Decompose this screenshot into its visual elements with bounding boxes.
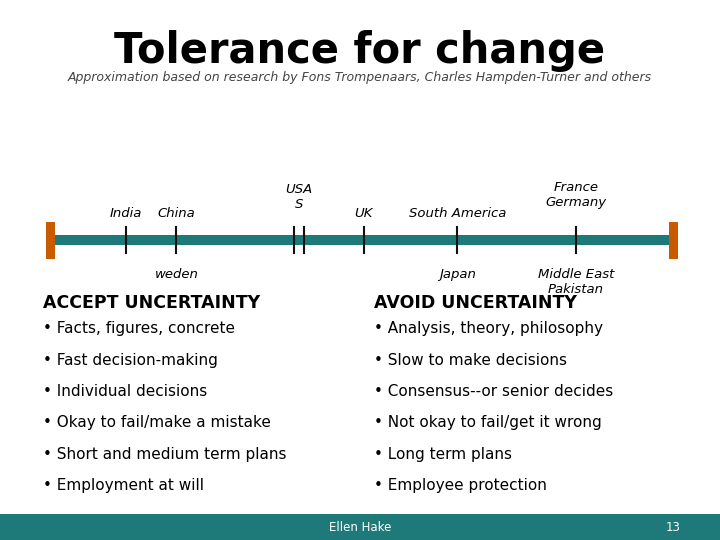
Text: • Short and medium term plans: • Short and medium term plans xyxy=(43,447,287,462)
Text: • Facts, figures, concrete: • Facts, figures, concrete xyxy=(43,321,235,336)
Text: weden: weden xyxy=(155,268,198,281)
Text: Middle East
Pakistan: Middle East Pakistan xyxy=(538,268,614,296)
Text: France
Germany: France Germany xyxy=(546,181,606,209)
Bar xyxy=(669,222,678,259)
Text: Ellen Hake: Ellen Hake xyxy=(329,521,391,534)
Text: ACCEPT UNCERTAINTY: ACCEPT UNCERTAINTY xyxy=(43,294,261,312)
Text: Japan: Japan xyxy=(438,268,476,281)
Text: AVOID UNCERTAINTY: AVOID UNCERTAINTY xyxy=(374,294,577,312)
Bar xyxy=(0,514,720,540)
Text: • Consensus--or senior decides: • Consensus--or senior decides xyxy=(374,384,613,399)
Text: • Fast decision-making: • Fast decision-making xyxy=(43,353,218,368)
Text: USA
S: USA S xyxy=(285,183,312,211)
Text: Tolerance for change: Tolerance for change xyxy=(114,30,606,72)
Text: • Employment at will: • Employment at will xyxy=(43,478,204,493)
Text: • Okay to fail/make a mistake: • Okay to fail/make a mistake xyxy=(43,415,271,430)
Text: India: India xyxy=(110,207,142,220)
Text: • Analysis, theory, philosophy: • Analysis, theory, philosophy xyxy=(374,321,603,336)
Text: • Employee protection: • Employee protection xyxy=(374,478,547,493)
Text: China: China xyxy=(158,207,195,220)
Text: • Individual decisions: • Individual decisions xyxy=(43,384,207,399)
Text: • Slow to make decisions: • Slow to make decisions xyxy=(374,353,567,368)
Text: South America: South America xyxy=(408,207,506,220)
Text: 13: 13 xyxy=(666,521,680,534)
Text: • Not okay to fail/get it wrong: • Not okay to fail/get it wrong xyxy=(374,415,602,430)
Bar xyxy=(46,222,55,259)
Bar xyxy=(50,235,673,245)
Text: Approximation based on research by Fons Trompenaars, Charles Hampden-Turner and : Approximation based on research by Fons … xyxy=(68,71,652,84)
Text: • Long term plans: • Long term plans xyxy=(374,447,513,462)
Text: UK: UK xyxy=(354,207,373,220)
